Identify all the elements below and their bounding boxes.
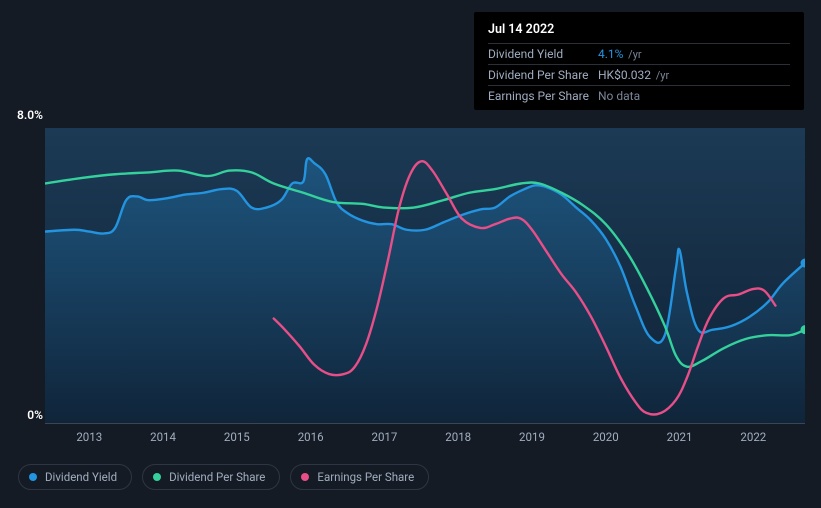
legend-dot-icon	[153, 473, 161, 481]
yaxis-top-label: 8.0%	[17, 108, 43, 122]
tooltip-label: Dividend Yield	[488, 47, 598, 61]
chart-plot	[45, 128, 805, 424]
xaxis-tick: 2020	[593, 430, 619, 444]
tooltip-value: HK$0.032 /yr	[598, 68, 669, 82]
legend-label: Dividend Per Share	[169, 470, 265, 484]
legend-item[interactable]: Dividend Per Share	[142, 464, 280, 490]
legend-label: Dividend Yield	[45, 470, 117, 484]
tooltip-row: Earnings Per ShareNo data	[488, 85, 790, 106]
legend-label: Earnings Per Share	[317, 470, 414, 484]
yaxis-bottom-label: 0%	[27, 408, 43, 422]
tooltip-panel: Jul 14 2022 Dividend Yield4.1% /yrDivide…	[474, 12, 804, 110]
tooltip-value: 4.1% /yr	[598, 47, 642, 61]
xaxis-tick: 2015	[224, 430, 250, 444]
legend-dot-icon	[301, 473, 309, 481]
tooltip-label: Earnings Per Share	[488, 89, 598, 103]
legend: Dividend Yield Dividend Per Share Earnings…	[18, 464, 429, 490]
xaxis-tick: 2018	[445, 430, 471, 444]
xaxis-tick: 2014	[150, 430, 176, 444]
xaxis-tick: 2017	[371, 430, 397, 444]
legend-item[interactable]: Earnings Per Share	[290, 464, 429, 490]
xaxis-tick: 2016	[298, 430, 324, 444]
xaxis: 2013 2014 2015 2016 2017 2018 2019 2020 2021 2022	[45, 430, 805, 450]
tooltip-label: Dividend Per Share	[488, 68, 598, 82]
xaxis-tick: 2022	[740, 430, 766, 444]
xaxis-tick: 2019	[519, 430, 545, 444]
tooltip-date: Jul 14 2022	[488, 22, 790, 43]
xaxis-tick: 2021	[667, 430, 693, 444]
legend-dot-icon	[29, 473, 37, 481]
tooltip-row: Dividend Yield4.1% /yr	[488, 43, 790, 64]
legend-item[interactable]: Dividend Yield	[18, 464, 132, 490]
xaxis-tick: 2013	[76, 430, 102, 444]
tooltip-value: No data	[598, 89, 640, 103]
tooltip-row: Dividend Per ShareHK$0.032 /yr	[488, 64, 790, 85]
